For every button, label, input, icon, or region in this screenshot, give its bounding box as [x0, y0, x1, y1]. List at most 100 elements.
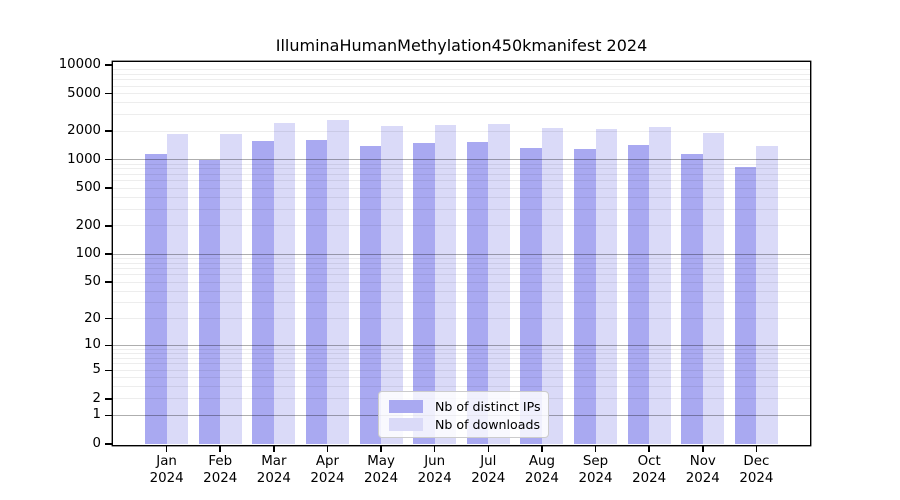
bar-downloads — [541, 128, 564, 444]
y-tick-label: 100 — [75, 246, 101, 262]
y-tick-label: 0 — [92, 436, 101, 451]
x-tick — [273, 445, 275, 452]
x-tick-year: 2024 — [203, 471, 238, 486]
bar-distinct-ips — [681, 153, 703, 444]
x-tick-label: Mar 2024 — [244, 453, 304, 487]
bar-distinct-ips — [734, 166, 757, 444]
x-tick-month: Mar — [261, 454, 287, 469]
x-tick-month: Feb — [208, 454, 233, 469]
y-tick — [105, 317, 113, 320]
x-tick-year: 2024 — [417, 471, 452, 486]
x-tick-month: Jul — [480, 454, 497, 469]
x-tick-year: 2024 — [524, 471, 559, 486]
y-tick-label: 500 — [75, 180, 101, 196]
y-tick-label: 20 — [84, 310, 101, 326]
x-tick-year: 2024 — [310, 471, 345, 486]
y-tick — [105, 158, 113, 161]
bar-downloads — [702, 133, 725, 444]
x-tick-month: Aug — [528, 454, 555, 469]
bar-downloads — [381, 126, 403, 444]
x-tick-label: Jul 2024 — [458, 453, 518, 487]
y-tick-label: 200 — [75, 217, 101, 233]
legend-swatch-distinct-ips — [389, 399, 423, 413]
y-tick — [105, 414, 113, 417]
x-tick-year: 2024 — [471, 471, 506, 486]
x-tick-year: 2024 — [149, 471, 184, 486]
y-tick — [105, 398, 113, 400]
chart-title: IlluminaHumanMethylation450kmanifest 202… — [275, 36, 648, 55]
x-tick — [165, 445, 168, 452]
x-tick-label: Nov 2024 — [673, 453, 733, 487]
y-tick — [105, 187, 113, 189]
x-tick — [219, 445, 221, 452]
x-tick — [648, 445, 650, 452]
y-tick-label: 5 — [92, 362, 101, 378]
bar-distinct-ips — [198, 160, 221, 444]
y-tick — [105, 92, 113, 95]
x-tick-label: Feb 2024 — [190, 453, 250, 487]
x-tick — [702, 445, 704, 452]
x-tick-label: Dec 2024 — [726, 453, 786, 487]
bar-downloads — [166, 133, 189, 444]
x-tick-year: 2024 — [256, 471, 291, 486]
y-tick-label: 5000 — [67, 85, 101, 101]
legend-row-distinct-ips: Nb of distinct IPs — [379, 397, 548, 415]
x-tick — [594, 445, 597, 452]
x-tick-label: Apr 2024 — [297, 453, 357, 487]
bar-downloads — [273, 123, 296, 444]
y-tick — [105, 369, 113, 372]
x-tick-month: May — [367, 454, 395, 469]
x-tick-year: 2024 — [632, 471, 667, 486]
legend-label-distinct-ips: Nb of distinct IPs — [435, 398, 541, 414]
x-tick-label: Aug 2024 — [512, 453, 572, 487]
bar-downloads — [595, 128, 618, 444]
x-tick-year: 2024 — [364, 471, 399, 486]
x-tick-month: Oct — [637, 454, 661, 469]
y-tick-label: 1000 — [67, 151, 101, 167]
x-tick-label: Oct 2024 — [619, 453, 679, 487]
x-tick-month: Jan — [156, 454, 177, 469]
plot-area — [113, 62, 810, 445]
legend-label-downloads: Nb of downloads — [435, 416, 541, 432]
y-tick — [105, 253, 113, 255]
y-tick-label: 10 — [84, 337, 101, 353]
bar-distinct-ips — [627, 145, 650, 444]
bar-distinct-ips — [305, 139, 328, 444]
y-tick — [105, 443, 113, 445]
x-tick-label: Jun 2024 — [405, 453, 465, 487]
bars-layer — [113, 62, 810, 445]
y-tick-label: 1 — [92, 407, 101, 423]
legend: Nb of distinct IPs Nb of downloads — [378, 391, 549, 438]
bar-distinct-ips — [252, 140, 274, 444]
bar-downloads — [327, 119, 349, 444]
x-tick-label: Jan 2024 — [137, 453, 197, 487]
y-tick-label: 50 — [84, 274, 101, 290]
bar-distinct-ips — [359, 145, 382, 444]
y-tick — [105, 130, 113, 132]
legend-swatch-downloads — [389, 417, 423, 431]
x-tick — [487, 445, 490, 452]
y-tick — [105, 64, 113, 66]
x-tick — [326, 445, 329, 452]
bar-downloads — [649, 127, 671, 444]
x-tick-year: 2024 — [739, 471, 774, 486]
bar-distinct-ips — [574, 148, 596, 444]
y-tick — [105, 281, 113, 283]
x-tick-label: May 2024 — [351, 453, 411, 487]
x-tick — [541, 445, 543, 452]
x-tick-month: Sep — [582, 454, 609, 469]
y-tick — [105, 225, 113, 227]
legend-row-downloads: Nb of downloads — [379, 415, 548, 433]
y-tick — [105, 344, 113, 347]
x-tick-year: 2024 — [685, 471, 720, 486]
bar-downloads — [756, 145, 778, 444]
x-tick-month: Apr — [315, 454, 340, 469]
x-tick — [433, 445, 436, 452]
x-tick — [755, 445, 758, 452]
x-tick-label: Sep 2024 — [566, 453, 626, 487]
bar-distinct-ips — [413, 143, 435, 444]
x-tick-month: Nov — [689, 454, 716, 469]
bar-distinct-ips — [145, 154, 167, 444]
bar-distinct-ips — [466, 142, 489, 444]
y-tick-label: 2 — [92, 390, 101, 406]
